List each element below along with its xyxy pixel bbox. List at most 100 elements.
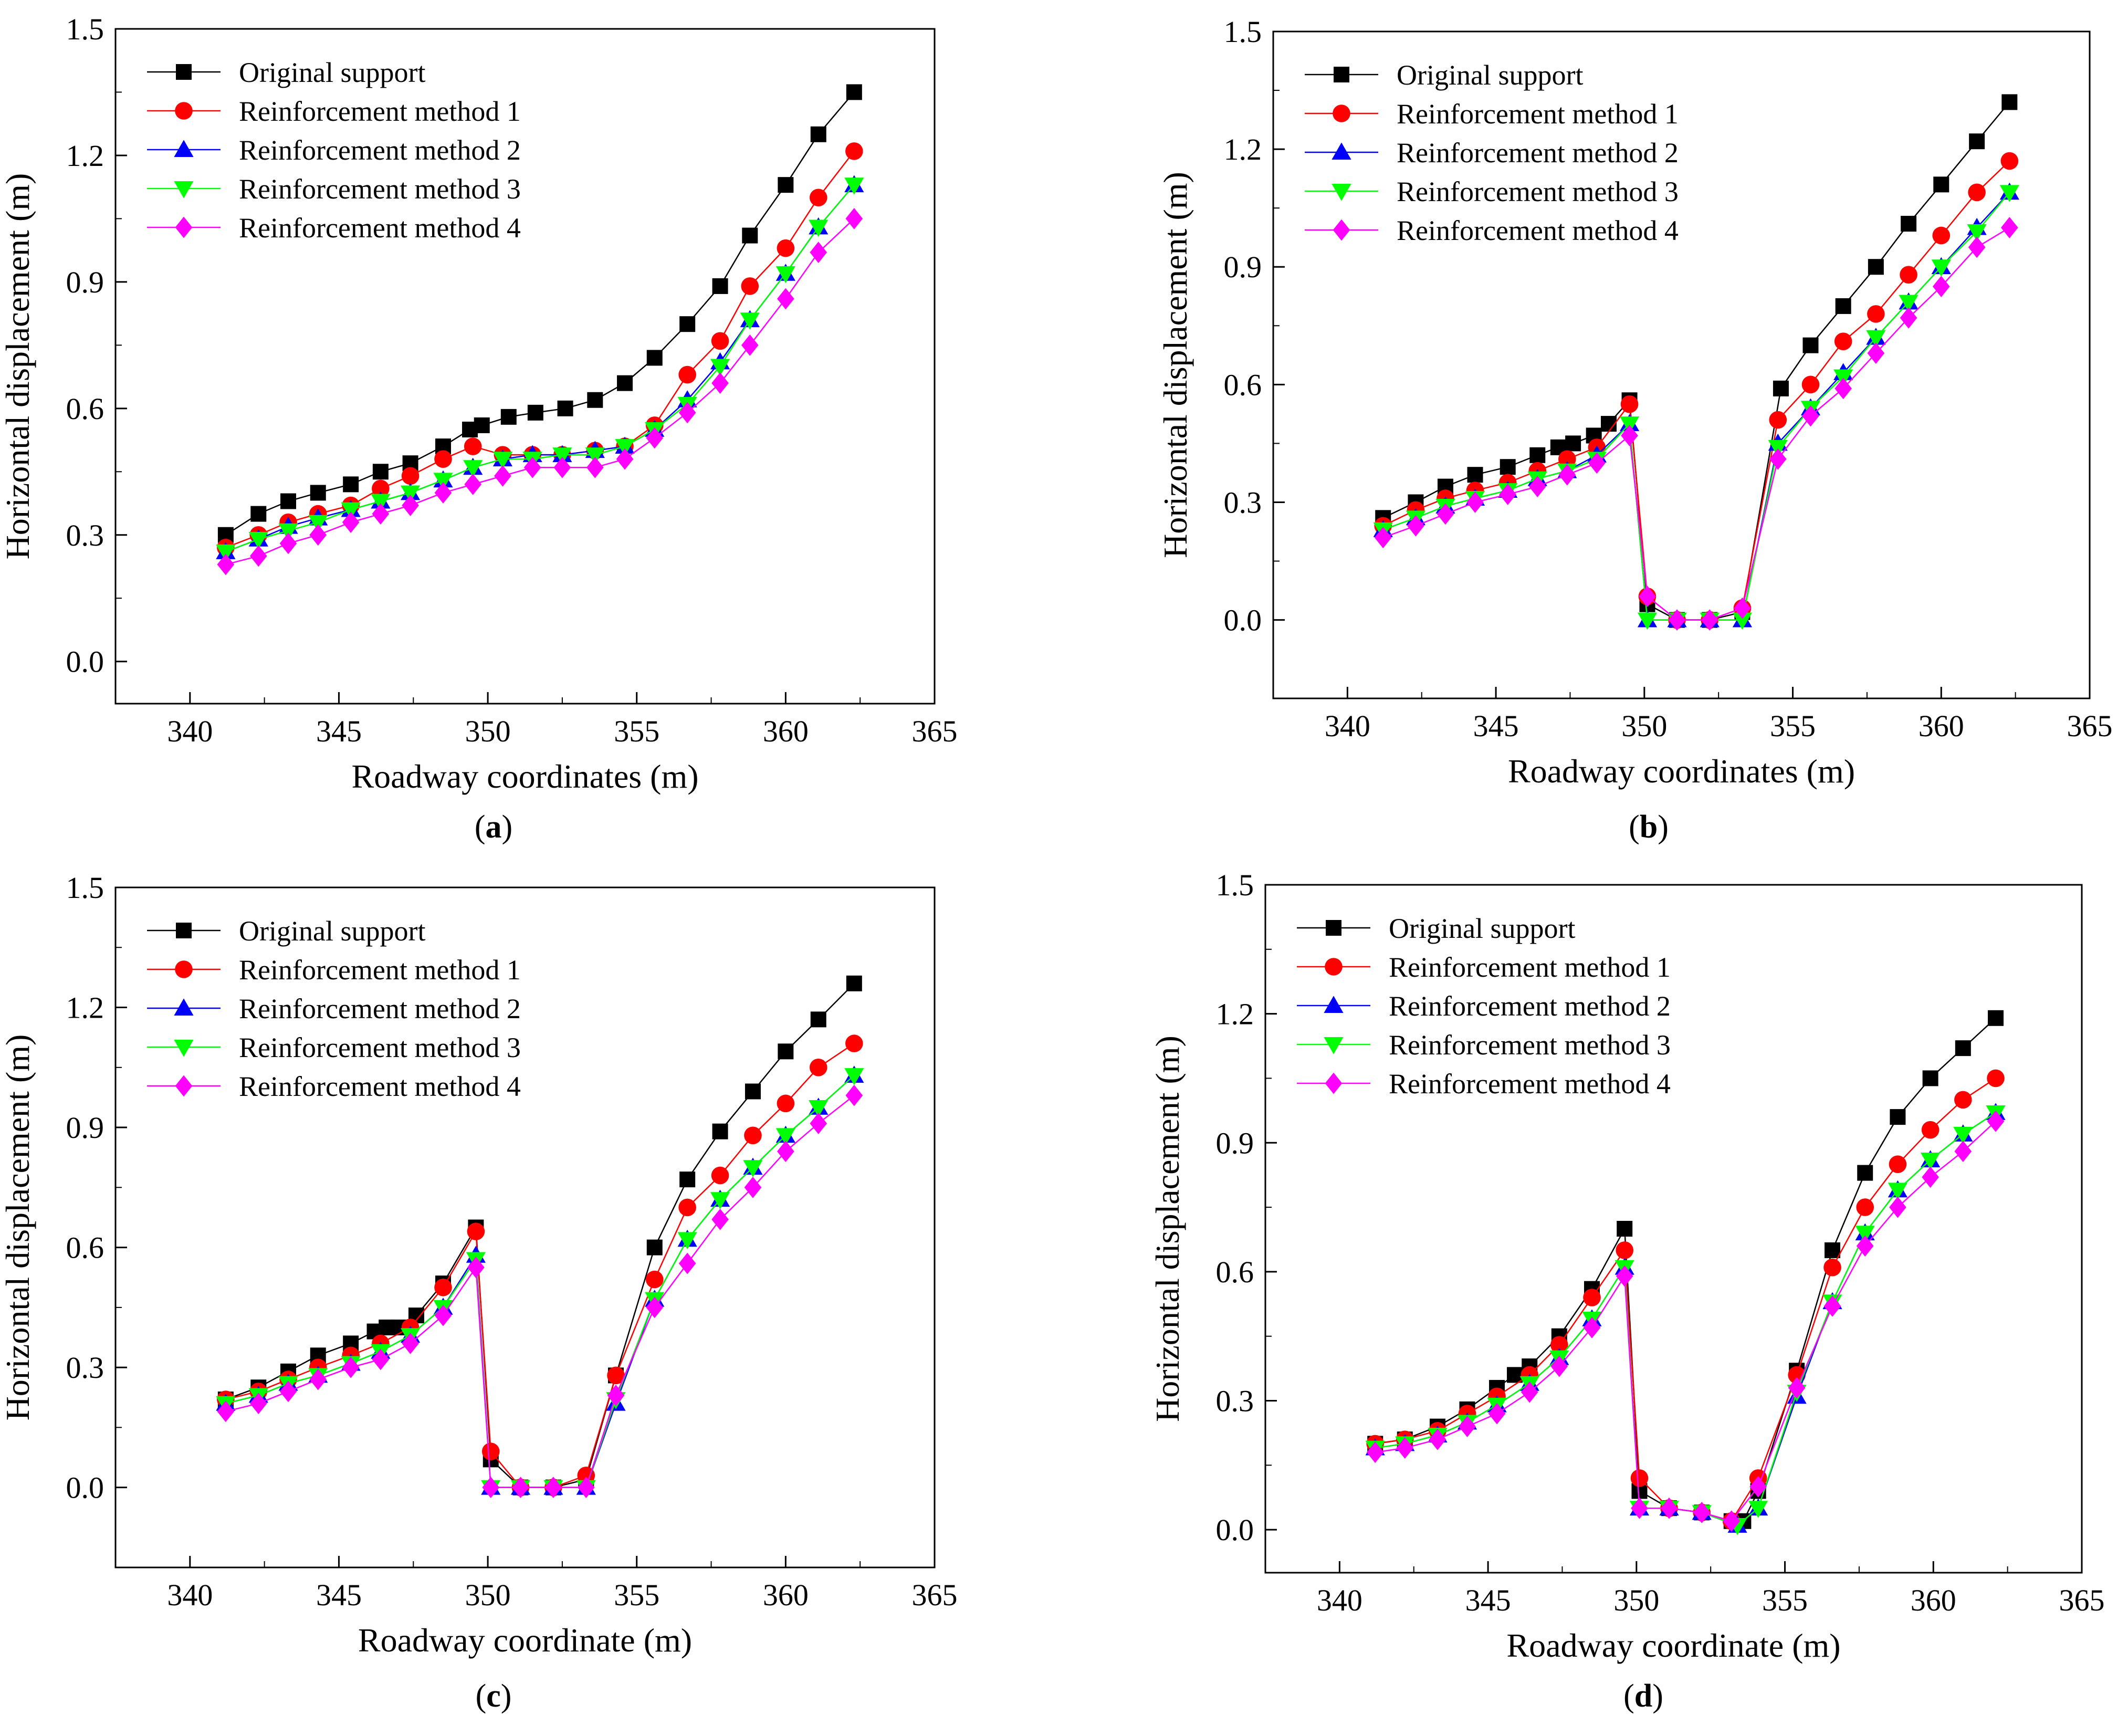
data-point xyxy=(308,515,328,532)
legend-marker xyxy=(175,102,193,120)
data-point xyxy=(557,400,573,416)
legend-label: Original support xyxy=(1389,913,1575,944)
data-point xyxy=(845,142,863,160)
data-point xyxy=(777,239,795,257)
x-tick-label: 355 xyxy=(1770,709,1816,743)
data-point xyxy=(809,189,827,207)
data-point xyxy=(844,1068,864,1085)
series-reinforcement-method-1 xyxy=(217,1034,863,1497)
data-point xyxy=(845,1034,863,1052)
data-point xyxy=(1889,1196,1906,1218)
series-reinforcement-method-2 xyxy=(216,1065,864,1495)
y-tick-label: 1.2 xyxy=(66,139,104,173)
legend-marker xyxy=(174,998,194,1016)
x-tick-label: 360 xyxy=(1919,709,1964,743)
data-point xyxy=(1521,1381,1538,1403)
data-point xyxy=(809,1100,829,1117)
series-line xyxy=(225,91,855,536)
y-tick-label: 0.3 xyxy=(66,1351,104,1385)
data-point xyxy=(741,277,759,295)
data-point xyxy=(645,1270,664,1289)
data-point xyxy=(482,1477,500,1499)
data-point xyxy=(1932,276,1950,297)
series-line xyxy=(1382,192,2010,621)
data-point xyxy=(552,447,572,465)
legend-label: Reinforcement method 3 xyxy=(239,1032,521,1063)
data-point xyxy=(310,485,326,501)
data-point xyxy=(1801,375,1820,394)
data-point xyxy=(679,316,696,332)
y-axis-title: Horizontal displacement (m) xyxy=(0,173,36,560)
y-tick-label: 0.6 xyxy=(1216,1255,1254,1289)
data-point xyxy=(678,1198,696,1217)
data-point xyxy=(711,332,729,350)
data-point xyxy=(217,553,235,576)
series-reinforcement-method-4 xyxy=(217,208,863,576)
data-point xyxy=(1773,380,1789,396)
series-line xyxy=(1375,1112,1996,1526)
x-tick-label: 355 xyxy=(1762,1583,1808,1617)
data-point xyxy=(434,482,452,504)
x-tick-label: 360 xyxy=(763,714,809,748)
legend-label: Reinforcement method 4 xyxy=(239,212,521,244)
data-point xyxy=(1901,216,1917,232)
data-point xyxy=(1931,259,1951,277)
data-point xyxy=(1955,1040,1971,1057)
legend-item-reinforcement-method-4: Reinforcement method 4 xyxy=(1297,1068,1671,1100)
data-point xyxy=(527,404,543,421)
series-reinforcement-method-3 xyxy=(1365,1105,2006,1535)
legend-marker xyxy=(1333,104,1350,122)
data-point xyxy=(810,126,826,142)
y-tick-label: 0.9 xyxy=(66,265,104,299)
data-point xyxy=(1988,1010,2004,1026)
data-point xyxy=(216,544,236,562)
data-point xyxy=(1639,585,1656,608)
data-point xyxy=(616,448,634,470)
legend-item-reinforcement-method-3: Reinforcement method 3 xyxy=(1305,176,1679,207)
data-point xyxy=(1748,1501,1768,1518)
data-point xyxy=(777,1094,795,1113)
legend-item-reinforcement-method-4: Reinforcement method 4 xyxy=(147,212,521,244)
data-point xyxy=(712,1123,728,1139)
data-point xyxy=(372,503,390,525)
y-tick-label: 1.5 xyxy=(1216,868,1254,902)
data-point xyxy=(279,532,297,555)
panel-caption: (d) xyxy=(1623,1678,1663,1714)
y-tick-label: 0.0 xyxy=(1216,1513,1254,1547)
data-point xyxy=(402,1333,419,1354)
legend: Original support Reinforcement method 1 Re… xyxy=(147,57,521,244)
data-point xyxy=(1834,332,1852,350)
data-point xyxy=(372,479,390,498)
data-point xyxy=(1802,405,1819,427)
data-point xyxy=(646,1239,663,1256)
x-tick-label: 350 xyxy=(1613,1583,1659,1617)
data-point xyxy=(1933,176,1949,193)
data-point xyxy=(1867,305,1885,323)
data-point xyxy=(744,1176,762,1198)
data-point xyxy=(1987,1110,2005,1132)
data-point xyxy=(1889,1155,1907,1173)
data-point xyxy=(249,1393,267,1415)
data-point xyxy=(712,278,728,294)
data-point xyxy=(1855,1226,1875,1243)
data-point xyxy=(1922,1070,1938,1086)
data-point xyxy=(586,456,604,478)
data-point xyxy=(217,1400,235,1423)
series-reinforcement-method-4 xyxy=(1374,217,2018,631)
x-tick-label: 350 xyxy=(1621,709,1667,743)
data-point xyxy=(710,359,730,377)
legend-item-original-support: Original support xyxy=(147,57,425,88)
data-point xyxy=(577,1466,595,1484)
data-point xyxy=(778,1043,794,1060)
legend-marker xyxy=(175,960,193,978)
y-tick-label: 0.0 xyxy=(66,645,104,679)
data-point xyxy=(492,452,513,469)
data-point xyxy=(1630,1469,1649,1487)
data-point xyxy=(744,1126,762,1145)
data-point xyxy=(1620,395,1639,413)
data-point xyxy=(577,1477,595,1499)
data-point xyxy=(810,1011,826,1028)
y-tick-label: 0.3 xyxy=(1216,1384,1254,1418)
y-tick-label: 0.0 xyxy=(66,1471,104,1505)
legend-item-original-support: Original support xyxy=(1305,59,1583,91)
